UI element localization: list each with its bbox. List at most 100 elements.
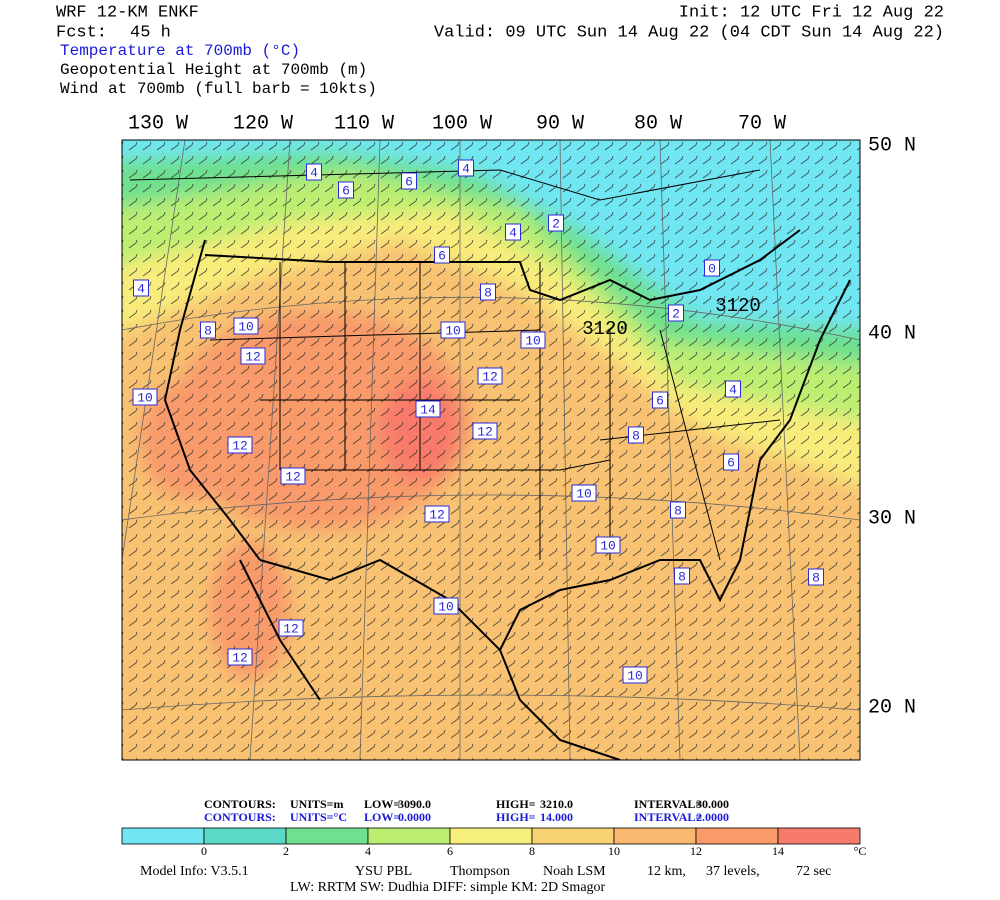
contour-label-box [571, 484, 597, 502]
contour-label: 8 [632, 428, 640, 443]
contour-label: 10 [445, 323, 461, 338]
contour-label-box [723, 453, 739, 471]
map-frame [121, 139, 861, 761]
model-info: Model Info: V3.5.1 [140, 864, 249, 879]
colorbar-label: 10 [608, 844, 620, 858]
contour-label: 8 [484, 285, 492, 300]
contour-label-box [520, 331, 546, 349]
model-info: 72 sec [796, 864, 831, 879]
contour-label-box [808, 568, 824, 586]
colorbar-swatch [285, 827, 369, 845]
field-name: Wind at 700mb (full barb = 10kts) [60, 80, 377, 98]
contour-label: 6 [342, 183, 350, 198]
longitude-label: 90 W [536, 112, 584, 135]
contour-label: 14 [420, 402, 436, 417]
contour-label: 4 [462, 161, 470, 176]
contour-label-box [674, 567, 690, 585]
contour-label: 3120 [582, 318, 628, 340]
contour-label-box [668, 304, 684, 322]
contour-info: UNITS=m [290, 797, 344, 811]
colorbar-swatch [203, 827, 287, 845]
contour-info: HIGH= [496, 810, 536, 824]
contour-info: 2.0000 [696, 810, 729, 824]
contour-label-box [338, 181, 354, 199]
contour-label: 12 [232, 650, 248, 665]
colorbar-label: 6 [447, 844, 453, 858]
field-name: Geopotential Height at 700mb (m) [60, 61, 367, 79]
contour-label: 4 [509, 225, 517, 240]
contour-label-box [132, 388, 158, 406]
contour-label-box [233, 317, 259, 335]
contour-label: 4 [729, 382, 737, 397]
model-info: LW: RRTM SW: Dudhia DIFF: simple KM: 2D … [290, 880, 606, 895]
contour-info: CONTOURS: [204, 810, 276, 824]
contour-label: 10 [525, 333, 541, 348]
contour-label-box [505, 223, 521, 241]
forecast-value: 45 h [130, 23, 171, 42]
contour-label-box [200, 321, 216, 339]
contour-label-box [278, 619, 304, 637]
contour-label: 12 [482, 369, 498, 384]
contour-info: 14.000 [540, 810, 573, 824]
contour-label: 12 [429, 507, 445, 522]
longitude-label: 100 W [432, 112, 492, 135]
colorbar-label: °C [854, 844, 867, 858]
contour-label: 10 [438, 599, 454, 614]
contour-label: 6 [438, 248, 446, 263]
contour-label: 10 [238, 319, 254, 334]
colorbar-swatch [121, 827, 205, 845]
contour-label-box [548, 214, 564, 232]
model-info: 37 levels, [706, 864, 760, 879]
contour-label: 2 [552, 216, 560, 231]
contour-label: 6 [405, 174, 413, 189]
model-name: WRF 12-KM ENKF [56, 3, 199, 22]
contour-label: 10 [627, 668, 643, 683]
contour-info: LOW= [364, 797, 400, 811]
contour-label: 8 [204, 323, 212, 338]
contour-label: 0 [708, 261, 716, 276]
contour-label-box [440, 321, 466, 339]
contour-label: 8 [674, 503, 682, 518]
contour-label-box [227, 436, 253, 454]
contour-label-box [458, 159, 474, 177]
contour-label-box [434, 246, 450, 264]
contour-label: 4 [137, 281, 145, 296]
colorbar-label: 14 [772, 844, 784, 858]
contour-info: HIGH= [496, 797, 536, 811]
contour-info: INTERVAL= [634, 797, 702, 811]
latitude-label: 40 N [868, 322, 916, 345]
contour-label-box [415, 400, 441, 418]
longitude-label: 80 W [634, 112, 682, 135]
colorbar-swatch [777, 827, 861, 845]
contour-info: LOW= [364, 810, 400, 824]
contour-info: UNITS=°C [290, 810, 347, 824]
forecast-label: Fcst: [56, 23, 107, 42]
model-info: Thompson [450, 864, 510, 879]
contour-label-box [227, 648, 253, 666]
colorbar-swatch [695, 827, 779, 845]
contour-label-box [424, 505, 450, 523]
longitude-label: 120 W [233, 112, 293, 135]
colorbar-swatch [367, 827, 451, 845]
contour-info: INTERVAL= [634, 810, 702, 824]
contour-label-box [652, 391, 668, 409]
contour-label-box [704, 259, 720, 277]
contour-label-box [280, 467, 306, 485]
contour-label-box [477, 367, 503, 385]
contour-info: 30.000 [696, 797, 729, 811]
contour-label: 12 [285, 469, 301, 484]
contour-label: 10 [600, 538, 616, 553]
latitude-label: 30 N [868, 507, 916, 530]
contour-label: 6 [727, 455, 735, 470]
contour-label-box [725, 380, 741, 398]
contour-label: 8 [812, 570, 820, 585]
contour-label-box [433, 597, 459, 615]
colorbar-label: 12 [690, 844, 702, 858]
contour-label: 12 [477, 424, 493, 439]
model-info: Noah LSM [543, 864, 606, 879]
contour-info: 3090.0 [398, 797, 431, 811]
model-info: 12 km, [647, 864, 686, 879]
longitude-label: 70 W [738, 112, 786, 135]
